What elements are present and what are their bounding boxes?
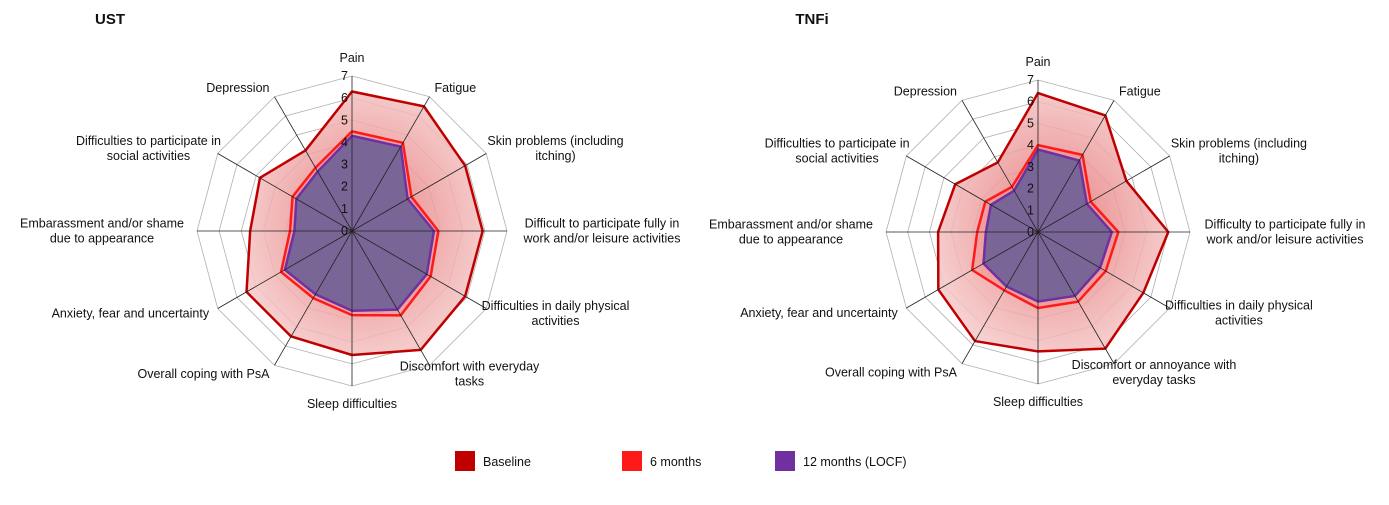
tick-label: 3 xyxy=(1027,160,1034,174)
category-label: Skin problems (including xyxy=(487,134,623,148)
tick-label: 5 xyxy=(341,113,348,127)
category-label: due to appearance xyxy=(50,232,154,246)
tick-label: 6 xyxy=(1027,95,1034,109)
legend: Baseline 6 months 12 months (LOCF) xyxy=(455,451,907,471)
legend-label: Baseline xyxy=(483,455,531,469)
category-label: everyday tasks xyxy=(1112,373,1195,387)
category-label: Pain xyxy=(1025,55,1050,69)
spoke xyxy=(274,230,353,366)
spoke xyxy=(217,153,353,232)
spoke xyxy=(961,100,1039,233)
spoke xyxy=(351,230,430,366)
category-label: Depression xyxy=(894,85,957,99)
chart-title: UST xyxy=(95,11,125,28)
tick-label: 4 xyxy=(1027,138,1034,152)
spoke xyxy=(1037,231,1115,364)
category-label: Depression xyxy=(206,81,269,95)
legend-swatch xyxy=(622,451,642,471)
spoke xyxy=(906,231,1039,309)
category-label: Overall coping with PsA xyxy=(825,365,958,379)
spoke xyxy=(1037,231,1170,309)
spoke xyxy=(1037,155,1170,233)
legend-swatch xyxy=(775,451,795,471)
spoke xyxy=(351,96,430,232)
category-label: Sleep difficulties xyxy=(993,395,1083,409)
category-label: Anxiety, fear and uncertainty xyxy=(740,306,898,320)
category-label: Difficulty to participate fully in xyxy=(1205,218,1366,232)
category-label: Pain xyxy=(339,51,364,65)
category-label: Difficulties in daily physical xyxy=(1165,299,1313,313)
category-label: Difficult to participate fully in xyxy=(525,217,680,231)
category-label: Discomfort or annoyance with xyxy=(1072,358,1237,372)
tick-label: 1 xyxy=(341,202,348,216)
category-label: Embarassment and/or shame xyxy=(709,218,873,232)
category-label: Fatigue xyxy=(1119,85,1161,99)
chart-title: TNFi xyxy=(795,11,828,28)
spoke xyxy=(906,155,1039,233)
category-label: itching) xyxy=(1219,152,1259,166)
tick-label: 4 xyxy=(341,135,348,149)
spoke xyxy=(351,230,487,309)
category-label: work and/or leisure activities xyxy=(1205,233,1363,247)
tick-label: 5 xyxy=(1027,116,1034,130)
tick-label: 6 xyxy=(341,91,348,105)
category-label: itching) xyxy=(535,149,575,163)
tick-label: 0 xyxy=(1027,225,1034,239)
tick-label: 1 xyxy=(1027,203,1034,217)
tick-label: 0 xyxy=(341,224,348,238)
legend-swatch xyxy=(455,451,475,471)
category-label: Embarassment and/or shame xyxy=(20,217,184,231)
legend-label: 12 months (LOCF) xyxy=(803,455,907,469)
tick-label: 7 xyxy=(341,69,348,83)
spoke xyxy=(351,153,487,232)
tick-label: 3 xyxy=(341,158,348,172)
category-label: work and/or leisure activities xyxy=(522,232,680,246)
tick-label: 7 xyxy=(1027,73,1034,87)
tick-label: 2 xyxy=(341,180,348,194)
spoke xyxy=(1037,100,1115,233)
category-label: activities xyxy=(1215,314,1263,328)
category-label: Discomfort with everyday xyxy=(400,359,540,373)
category-label: Fatigue xyxy=(435,81,477,95)
category-label: Sleep difficulties xyxy=(307,397,397,411)
spoke xyxy=(961,231,1039,364)
spoke xyxy=(274,96,353,232)
spoke xyxy=(217,230,353,309)
category-label: tasks xyxy=(455,374,484,388)
category-label: social activities xyxy=(795,152,878,166)
category-label: Anxiety, fear and uncertainty xyxy=(52,307,210,321)
category-label: social activities xyxy=(107,149,190,163)
category-label: Difficulties to participate in xyxy=(76,134,221,148)
category-label: due to appearance xyxy=(739,233,843,247)
tick-label: 2 xyxy=(1027,182,1034,196)
legend-label: 6 months xyxy=(650,455,701,469)
category-label: Difficulties to participate in xyxy=(765,137,910,151)
category-label: Difficulties in daily physical xyxy=(482,299,630,313)
category-label: Skin problems (including xyxy=(1171,137,1307,151)
category-label: activities xyxy=(532,314,580,328)
category-label: Overall coping with PsA xyxy=(137,367,270,381)
